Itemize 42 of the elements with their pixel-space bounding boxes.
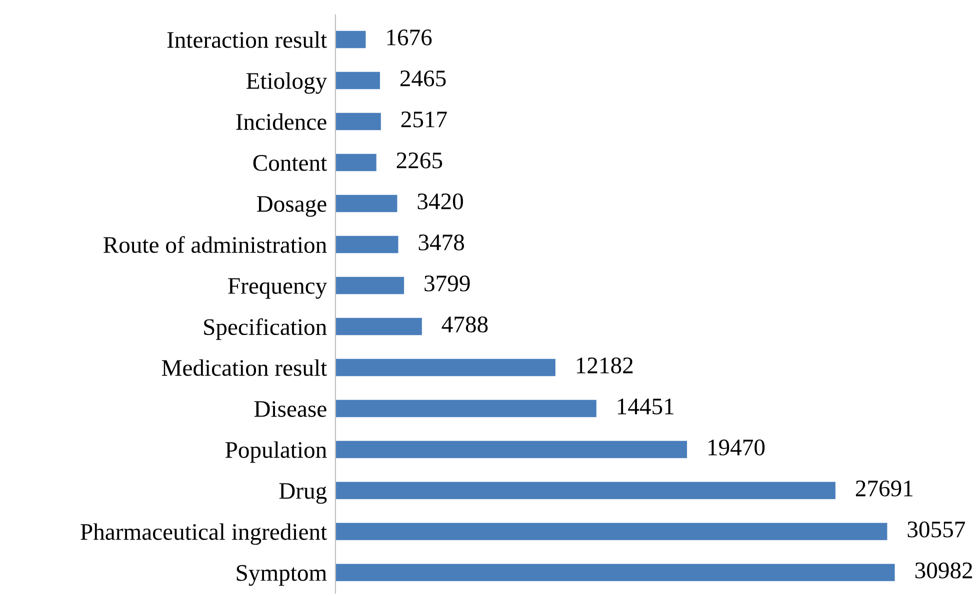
y-tick-label: Population	[225, 441, 327, 463]
y-tick-label: Incidence	[236, 113, 326, 130]
data-label: 1676	[387, 30, 432, 46]
data-label: 2465	[400, 70, 446, 86]
y-tick-label: Disease	[254, 401, 326, 417]
y-tick-label: Dosage	[256, 196, 326, 217]
y-tick-label: Etiology	[246, 72, 328, 94]
y-tick-label: Pharmaceutical ingredient	[80, 523, 327, 545]
data-label: 3799	[424, 276, 470, 292]
y-tick-label: Drug	[279, 483, 327, 504]
bar	[335, 318, 422, 336]
data-label: 12182	[576, 357, 633, 374]
bar	[335, 358, 556, 376]
bar	[335, 482, 836, 500]
data-label: 4788	[442, 316, 488, 332]
y-tick-label: Content	[253, 155, 327, 171]
y-tick-label: Symptom	[236, 565, 327, 586]
bar	[335, 276, 404, 294]
bar	[335, 30, 366, 48]
y-tick-label: Route of administration	[104, 236, 327, 253]
data-label: 14451	[618, 398, 674, 414]
y-tick-label: Medication result	[162, 359, 327, 376]
bar	[335, 564, 895, 582]
bar	[335, 112, 381, 130]
data-label: 2517	[401, 112, 447, 128]
data-label: 19470	[708, 439, 765, 456]
data-label: 2265	[396, 152, 442, 168]
bar	[335, 440, 688, 458]
data-label: 27691	[856, 480, 913, 496]
bar	[335, 72, 380, 90]
data-label: 3478	[418, 234, 464, 250]
data-label: 30557	[908, 521, 965, 538]
y-tick-label: Frequency	[228, 278, 328, 299]
bar	[335, 236, 398, 254]
bar	[335, 400, 596, 418]
bar	[335, 154, 376, 172]
data-label: 3420	[418, 193, 463, 210]
y-tick-label: Interaction result	[167, 31, 327, 48]
bar	[335, 522, 888, 540]
y-tick-label: Specification	[204, 318, 327, 340]
data-label: 30982	[915, 562, 972, 578]
bar	[335, 194, 398, 212]
